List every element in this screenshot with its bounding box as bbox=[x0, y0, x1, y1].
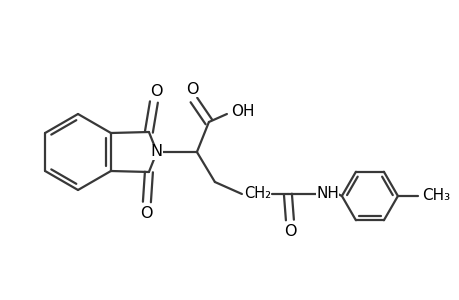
Text: N: N bbox=[151, 145, 162, 160]
Text: O: O bbox=[140, 206, 152, 220]
Text: NH: NH bbox=[316, 187, 339, 202]
Text: O: O bbox=[185, 82, 198, 97]
Text: CH₂: CH₂ bbox=[244, 187, 271, 202]
Text: OH: OH bbox=[231, 104, 254, 119]
Text: CH₃: CH₃ bbox=[421, 188, 449, 203]
Text: O: O bbox=[149, 83, 162, 98]
Text: O: O bbox=[283, 224, 296, 238]
